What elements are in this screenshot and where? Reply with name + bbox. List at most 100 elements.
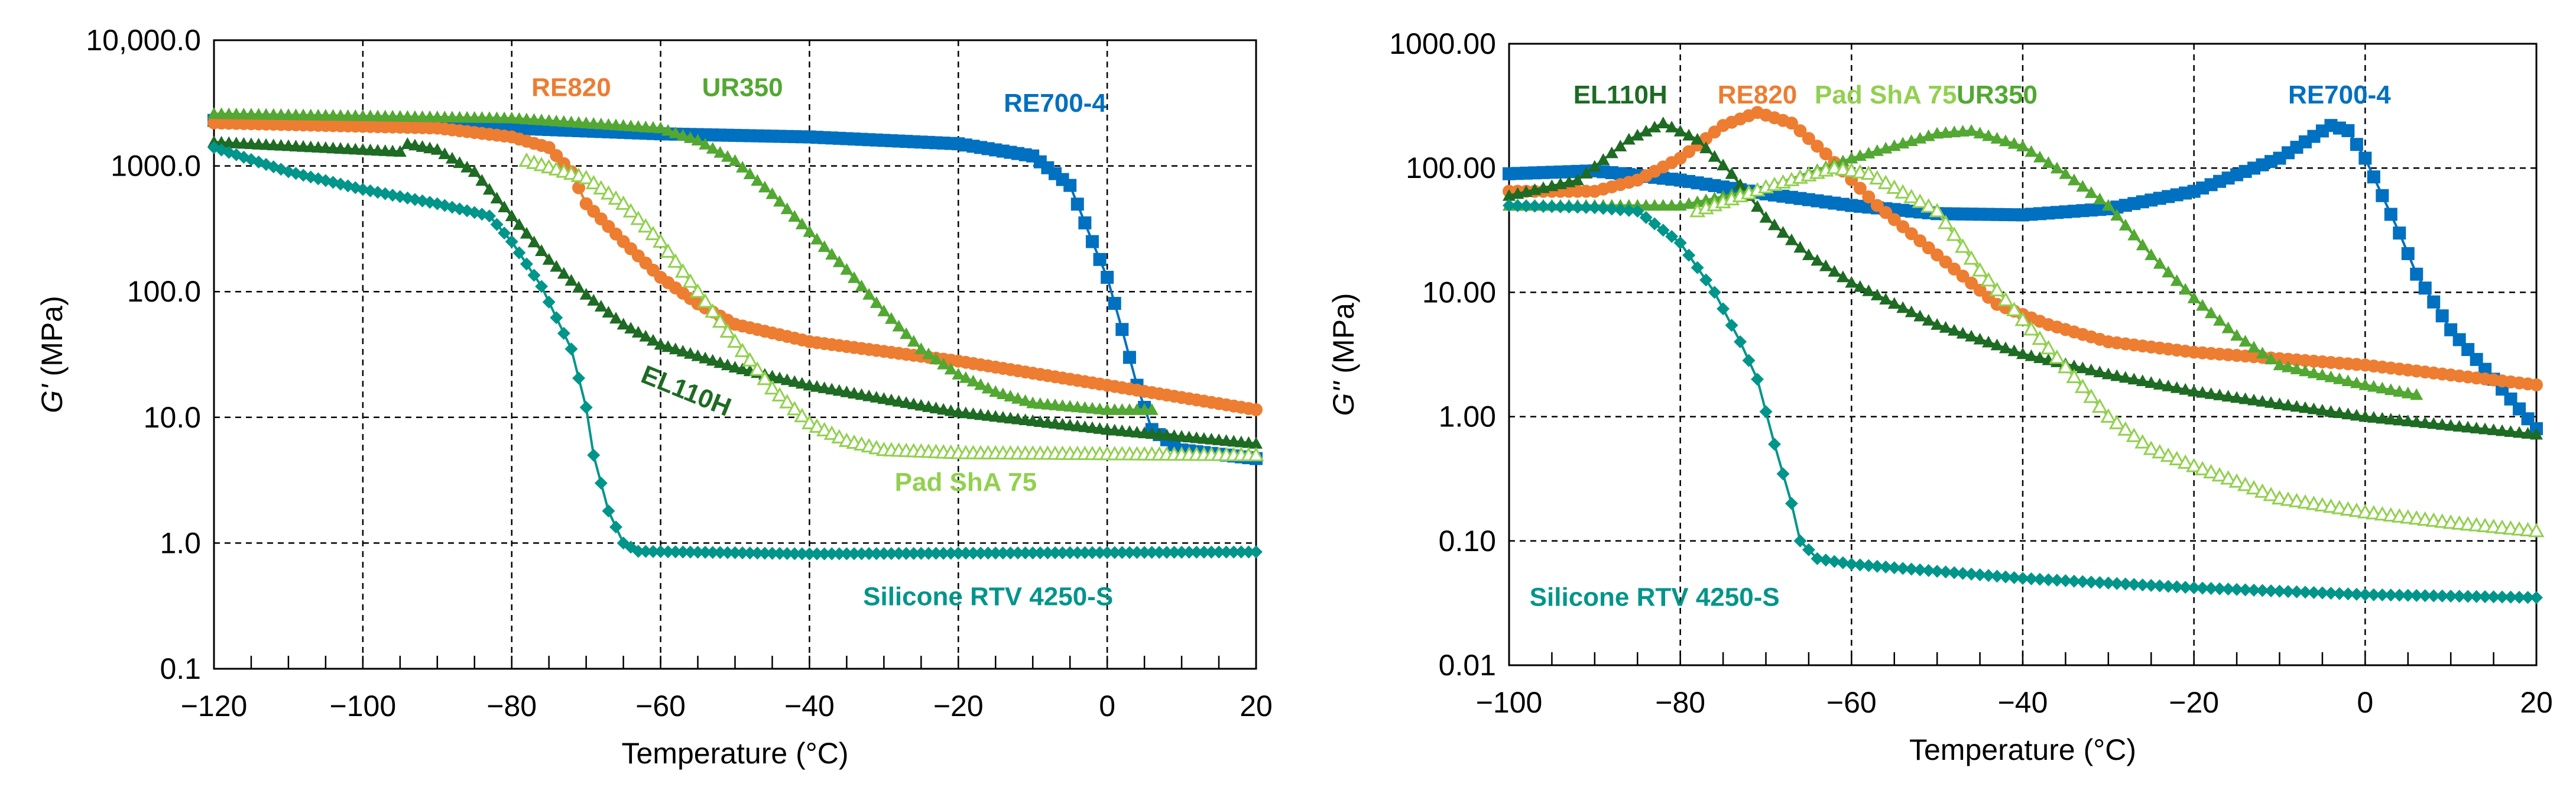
data-point-triangle [944, 362, 958, 375]
data-point-open-triangle [2186, 458, 2202, 472]
data-point-triangle [1793, 241, 1807, 253]
data-point-triangle [1819, 259, 1832, 271]
data-point-triangle [490, 192, 504, 204]
data-point-diamond [1759, 405, 1773, 419]
data-point-triangle [2358, 378, 2372, 390]
data-point-triangle [475, 174, 489, 186]
data-point-triangle [2504, 425, 2517, 437]
data-point-diamond [2461, 590, 2475, 603]
data-point-open-triangle [823, 425, 840, 440]
data-point-triangle [914, 399, 928, 411]
data-point-open-triangle [2194, 461, 2211, 475]
data-point-diamond [2247, 584, 2261, 597]
x-tick-label: −120 [181, 689, 248, 723]
data-point-circle [572, 181, 586, 195]
data-point-triangle [2118, 371, 2132, 383]
data-point-diamond [1588, 201, 1601, 215]
data-point-open-triangle [2091, 398, 2108, 413]
data-point-diamond [2530, 591, 2543, 604]
data-point-open-triangle [2254, 483, 2271, 498]
data-point-diamond [2221, 582, 2235, 596]
data-point-triangle [713, 145, 727, 158]
data-point-triangle [780, 202, 794, 215]
data-point-diamond [646, 545, 660, 558]
data-point-triangle [1605, 146, 1618, 158]
data-point-triangle [795, 377, 809, 389]
data-point-diamond [654, 545, 667, 558]
data-point-diamond [2496, 590, 2509, 604]
data-point-open-triangle [1963, 250, 1980, 265]
data-point-triangle [2238, 335, 2252, 347]
data-point-triangle [2487, 423, 2500, 435]
data-point-triangle [2358, 410, 2372, 422]
data-point-diamond [2238, 583, 2252, 597]
data-point-diamond [1982, 569, 1996, 582]
data-point-triangle [2247, 341, 2261, 353]
data-point-diamond [691, 545, 705, 559]
data-point-open-triangle [1989, 281, 2006, 297]
data-point-circle [1931, 248, 1944, 262]
series-label: RE820 [531, 73, 611, 102]
data-point-diamond [2162, 579, 2175, 593]
data-point-diamond [944, 546, 958, 560]
data-point-circle [1819, 147, 1832, 161]
data-point-triangle [1922, 313, 1935, 326]
data-point-square [2367, 170, 2380, 184]
data-point-triangle [2264, 352, 2278, 365]
data-point-diamond [922, 546, 935, 560]
data-point-triangle [430, 143, 444, 155]
data-point-triangle [1631, 128, 1644, 141]
data-point-diamond [2025, 572, 2038, 585]
data-point-diamond [579, 400, 593, 414]
data-point-triangle [1699, 141, 1713, 154]
data-point-triangle [1665, 199, 1679, 211]
data-point-diamond [2332, 587, 2346, 600]
data-point-open-triangle [2014, 311, 2031, 326]
data-point-diamond [1242, 545, 1255, 559]
data-point-open-triangle [2305, 496, 2322, 510]
data-point-triangle [2324, 405, 2338, 417]
data-point-triangle [2298, 401, 2312, 413]
data-point-diamond [1742, 354, 1756, 367]
data-point-diamond [1767, 438, 1781, 451]
y-axis-title: G' (MPa) [35, 296, 69, 413]
data-point-triangle [907, 335, 920, 347]
data-point-diamond [1085, 546, 1099, 559]
data-point-triangle [2384, 413, 2397, 425]
data-point-diamond [2033, 572, 2046, 586]
data-point-open-triangle [2169, 451, 2185, 465]
data-point-diamond [1845, 558, 1858, 571]
data-point-open-triangle [1972, 262, 1988, 277]
data-point-triangle [1948, 125, 1961, 138]
data-point-triangle [2290, 400, 2304, 412]
data-point-diamond [2153, 579, 2166, 592]
data-point-diamond [974, 546, 988, 560]
x-tick-label: 0 [1099, 689, 1115, 723]
data-point-square [2470, 352, 2483, 366]
x-tick-label: −80 [486, 689, 537, 723]
y-axis-symbol: G'' [1327, 381, 1360, 416]
data-point-open-triangle [622, 203, 639, 218]
data-point-diamond [877, 547, 891, 561]
data-point-open-triangle [2203, 464, 2220, 479]
data-point-triangle [2033, 150, 2046, 163]
data-point-open-triangle [2374, 506, 2390, 521]
data-point-triangle [855, 279, 868, 292]
data-point-triangle [2238, 392, 2252, 404]
data-point-open-triangle [2237, 477, 2254, 491]
data-point-diamond [2435, 589, 2449, 603]
data-point-triangle [788, 210, 802, 222]
data-point-triangle [393, 145, 407, 157]
data-point-diamond [1048, 546, 1062, 559]
data-point-triangle [840, 385, 854, 397]
data-point-diamond [2452, 590, 2466, 603]
data-point-triangle [1018, 394, 1032, 406]
data-point-diamond [1018, 546, 1032, 560]
data-point-triangle [751, 174, 764, 186]
data-point-triangle [900, 396, 913, 408]
data-point-diamond [2298, 585, 2312, 599]
data-point-open-triangle [585, 174, 602, 190]
data-point-triangle [2281, 360, 2295, 373]
x-tick-label: −80 [1655, 686, 1705, 719]
x-tick-label: −60 [635, 689, 686, 723]
